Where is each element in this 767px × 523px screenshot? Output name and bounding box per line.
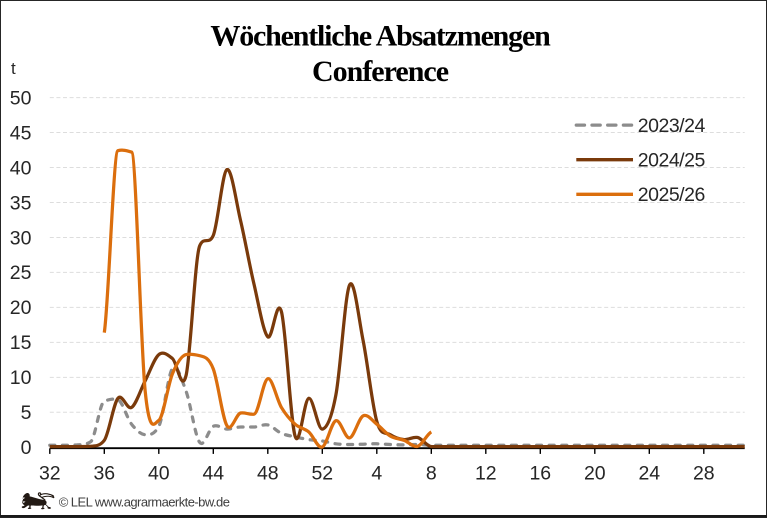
svg-text:40: 40 — [148, 463, 170, 485]
svg-text:40: 40 — [10, 157, 32, 179]
svg-text:2024/25: 2024/25 — [638, 150, 706, 172]
svg-text:2023/24: 2023/24 — [638, 115, 706, 137]
svg-text:t: t — [11, 59, 16, 78]
svg-text:48: 48 — [257, 463, 279, 485]
svg-text:Conference: Conference — [312, 55, 449, 88]
svg-text:20: 20 — [584, 463, 606, 485]
svg-text:30: 30 — [10, 227, 32, 249]
svg-text:Wöchentliche Absatzmengen: Wöchentliche Absatzmengen — [210, 20, 551, 53]
svg-text:44: 44 — [202, 463, 224, 485]
svg-text:8: 8 — [426, 463, 437, 485]
svg-text:35: 35 — [10, 192, 32, 214]
svg-text:5: 5 — [21, 402, 32, 424]
svg-text:32: 32 — [39, 463, 61, 485]
svg-text:2025/26: 2025/26 — [638, 184, 705, 206]
svg-text:45: 45 — [10, 122, 32, 144]
svg-text:20: 20 — [10, 297, 32, 319]
svg-text:28: 28 — [693, 463, 715, 485]
svg-text:10: 10 — [10, 367, 32, 389]
svg-text:24: 24 — [638, 463, 660, 485]
svg-text:0: 0 — [21, 437, 32, 459]
svg-text:16: 16 — [529, 463, 551, 485]
svg-text:15: 15 — [10, 332, 32, 354]
svg-text:© LEL www.agrarmaerkte-bw.de: © LEL www.agrarmaerkte-bw.de — [59, 494, 230, 509]
svg-text:4: 4 — [371, 463, 382, 485]
svg-text:25: 25 — [10, 262, 32, 284]
svg-text:50: 50 — [10, 87, 32, 109]
svg-text:12: 12 — [475, 463, 497, 485]
svg-text:52: 52 — [311, 463, 333, 485]
svg-text:36: 36 — [93, 463, 115, 485]
